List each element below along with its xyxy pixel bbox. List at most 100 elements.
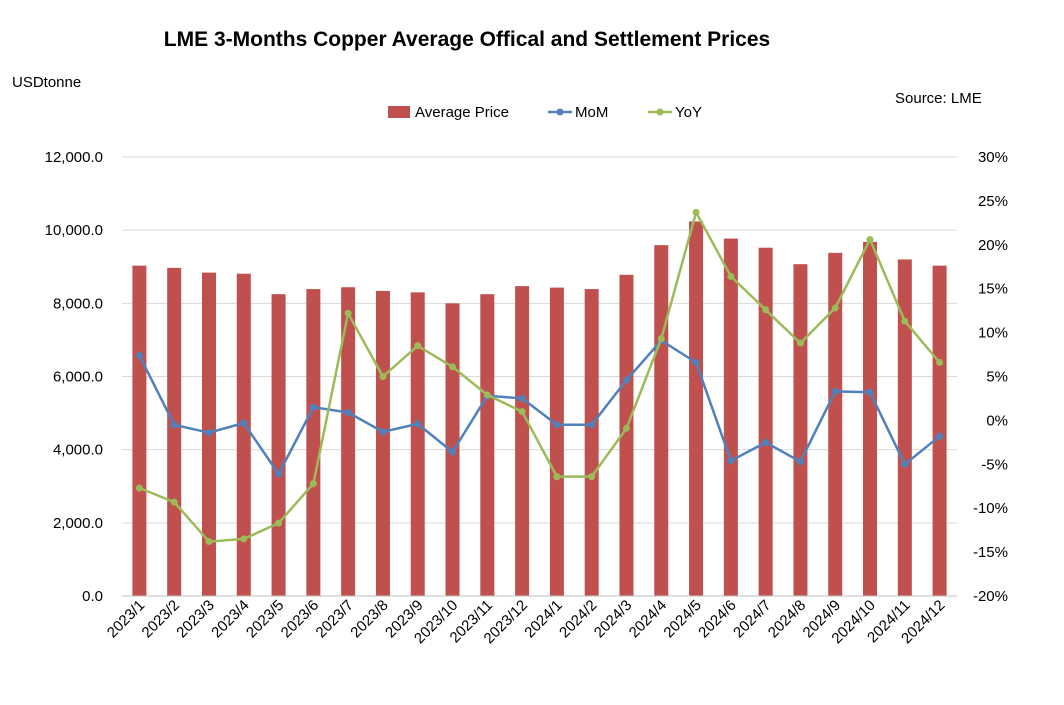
point-mom [588, 421, 596, 429]
x-tick-label: 2023/5 [243, 597, 287, 641]
bar [758, 247, 773, 596]
legend-swatch-yoy-marker [656, 108, 664, 116]
point-mom [135, 351, 143, 359]
y-right-tick-label: 5% [986, 369, 1008, 386]
point-yoy [796, 339, 804, 347]
y-left-tick-label: 6,000.0 [53, 369, 103, 386]
bar [723, 238, 738, 597]
source-label: Source: LME [895, 90, 982, 107]
point-mom [692, 358, 700, 366]
legend-label: Average Price [415, 104, 509, 121]
bar [271, 294, 286, 596]
point-yoy [379, 373, 387, 380]
point-yoy [483, 391, 491, 399]
point-mom [727, 457, 735, 465]
point-yoy [831, 304, 839, 312]
point-yoy [449, 363, 457, 371]
y-left-tick-label: 2,000.0 [53, 515, 103, 532]
bar [793, 264, 808, 596]
x-tick-label: 2024/2 [556, 597, 600, 641]
y-right-tick-label: -5% [981, 456, 1008, 473]
legend: Average Price MoM YoY [388, 104, 702, 121]
point-mom [622, 376, 630, 384]
point-mom [240, 419, 248, 427]
point-mom [344, 408, 352, 416]
point-mom [414, 420, 422, 428]
y-right-tick-label: -10% [973, 500, 1008, 517]
point-yoy [275, 519, 283, 527]
point-yoy [692, 208, 700, 216]
point-mom [170, 421, 178, 429]
line-series [135, 208, 944, 546]
bar [410, 292, 425, 596]
y-axis-unit-label: USDtonne [12, 74, 81, 91]
y-right-tick-label: 0% [986, 412, 1008, 429]
point-yoy [135, 484, 143, 492]
point-yoy [866, 236, 874, 244]
x-tick-label: 2023/8 [347, 597, 391, 641]
y-left-tick-label: 10,000.0 [45, 222, 103, 239]
point-yoy [205, 538, 213, 546]
y-right-tick-label: 20% [978, 237, 1008, 254]
bar [480, 294, 495, 596]
x-tick-label: 2024/1 [521, 597, 565, 641]
y-left-tick-label: 0.0 [82, 588, 103, 605]
point-mom [518, 394, 526, 402]
bar [654, 245, 669, 596]
bar [515, 286, 530, 596]
legend-label: YoY [675, 104, 702, 121]
bar [932, 265, 947, 596]
point-mom [205, 429, 213, 437]
point-mom [831, 387, 839, 395]
x-tick-label: 2024/5 [660, 597, 704, 641]
bar [132, 265, 147, 596]
point-yoy [727, 272, 735, 280]
bar [863, 241, 878, 596]
legend-swatch-mom-marker [556, 108, 564, 116]
legend-label: MoM [575, 104, 608, 121]
bar [549, 287, 564, 596]
x-tick-label: 2023/1 [104, 597, 148, 641]
y-left-tick-label: 12,000.0 [45, 149, 103, 166]
y-right-tick-label: -20% [973, 588, 1008, 605]
y-left-tick-label: 4,000.0 [53, 442, 103, 459]
point-yoy [170, 498, 178, 506]
bar [619, 274, 634, 596]
bar [584, 289, 599, 596]
x-tick-label: 2023/7 [313, 597, 357, 641]
point-yoy [518, 408, 526, 416]
point-mom [449, 448, 457, 456]
point-mom [762, 438, 770, 446]
y-right-tick-label: 10% [978, 325, 1008, 342]
point-mom [553, 421, 561, 429]
y-right-tick-label: -15% [973, 544, 1008, 561]
y-left-tick-label: 8,000.0 [53, 295, 103, 312]
point-yoy [240, 535, 248, 543]
point-yoy [553, 473, 561, 481]
x-tick-label: 2024/8 [765, 597, 809, 641]
point-mom [901, 460, 909, 468]
bar [236, 273, 251, 596]
y-right-tick-label: 15% [978, 281, 1008, 298]
bar [167, 267, 182, 596]
bar [341, 287, 356, 596]
x-tick-label: 2023/6 [278, 597, 322, 641]
point-mom [309, 403, 317, 411]
point-yoy [344, 309, 352, 317]
bar [306, 289, 321, 596]
point-mom [866, 388, 874, 396]
point-yoy [762, 306, 770, 314]
bar [375, 290, 390, 596]
x-tick-label: 2023/4 [208, 597, 252, 641]
chart-title: LME 3-Months Copper Average Offical and … [164, 28, 770, 51]
point-mom [275, 470, 283, 478]
bar-series [132, 221, 947, 597]
point-yoy [309, 480, 317, 488]
point-yoy [622, 424, 630, 432]
point-yoy [936, 358, 944, 366]
x-tick-label: 2023/3 [173, 597, 217, 641]
bar [897, 259, 912, 596]
series-line-mom [138, 339, 941, 476]
legend-swatch-average-price [388, 106, 410, 118]
